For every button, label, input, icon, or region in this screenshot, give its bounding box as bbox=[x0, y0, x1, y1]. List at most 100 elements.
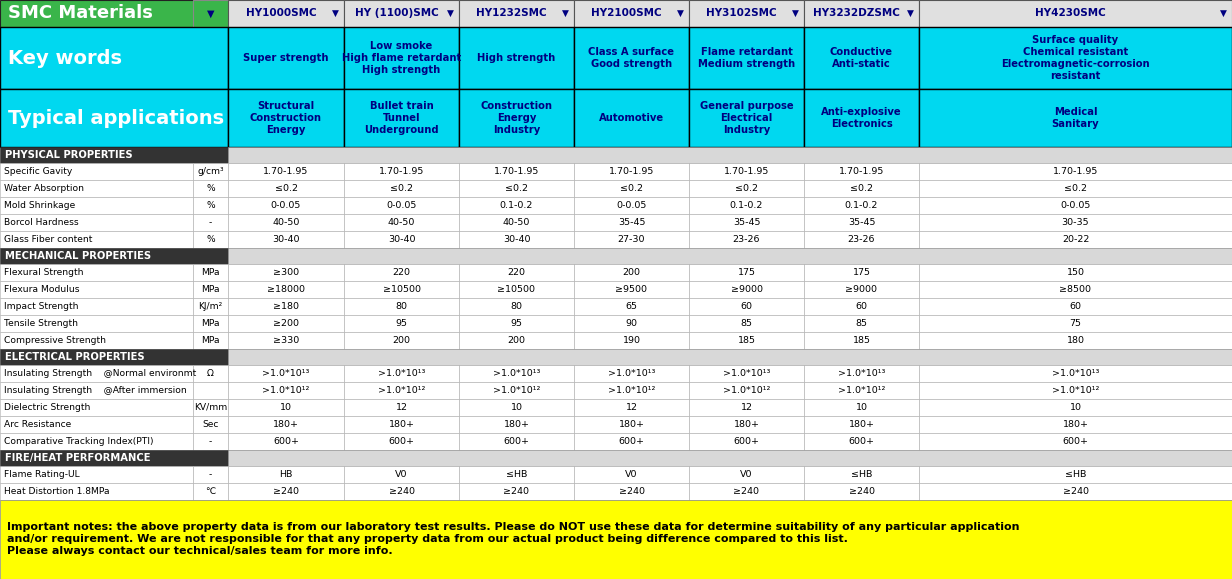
Bar bbox=[804, 399, 919, 416]
Text: 65: 65 bbox=[626, 302, 637, 311]
Bar bbox=[228, 281, 344, 298]
Bar bbox=[344, 466, 460, 483]
Bar bbox=[228, 264, 344, 281]
Text: Super strength: Super strength bbox=[243, 53, 329, 63]
Text: 75: 75 bbox=[1069, 319, 1082, 328]
Text: 1.70-1.95: 1.70-1.95 bbox=[494, 167, 540, 176]
Text: -: - bbox=[209, 437, 212, 446]
Text: Flame Rating-UL: Flame Rating-UL bbox=[4, 470, 80, 479]
Bar bbox=[574, 214, 689, 231]
Text: 10: 10 bbox=[1069, 403, 1082, 412]
Bar bbox=[689, 231, 804, 248]
Bar bbox=[804, 483, 919, 500]
Bar bbox=[228, 399, 344, 416]
Bar bbox=[193, 180, 228, 197]
Text: Low smoke
High flame retardant
High strength: Low smoke High flame retardant High stre… bbox=[341, 41, 461, 75]
Text: 0-0.05: 0-0.05 bbox=[271, 201, 301, 210]
Bar bbox=[919, 466, 1232, 483]
Bar bbox=[919, 264, 1232, 281]
Text: 90: 90 bbox=[626, 319, 637, 328]
Bar bbox=[228, 349, 1232, 365]
Text: >1.0*10¹³: >1.0*10¹³ bbox=[838, 369, 885, 378]
Bar bbox=[228, 332, 344, 349]
Bar bbox=[919, 365, 1232, 382]
Bar bbox=[919, 180, 1232, 197]
Bar bbox=[689, 281, 804, 298]
Bar bbox=[228, 248, 1232, 264]
Bar bbox=[228, 180, 344, 197]
Text: ≤0.2: ≤0.2 bbox=[391, 184, 413, 193]
Text: ≤HB: ≤HB bbox=[506, 470, 527, 479]
Text: Anti-explosive
Electronics: Anti-explosive Electronics bbox=[822, 107, 902, 129]
Text: Specific Gavity: Specific Gavity bbox=[4, 167, 73, 176]
Text: 1.70-1.95: 1.70-1.95 bbox=[724, 167, 769, 176]
Bar bbox=[804, 27, 919, 89]
Text: 40-50: 40-50 bbox=[272, 218, 299, 227]
Text: HY4230SMC: HY4230SMC bbox=[1035, 9, 1106, 19]
Bar bbox=[689, 365, 804, 382]
Bar bbox=[574, 466, 689, 483]
Text: HY (1100)SMC: HY (1100)SMC bbox=[355, 9, 439, 19]
Text: 12: 12 bbox=[626, 403, 637, 412]
Text: Class A surface
Good strength: Class A surface Good strength bbox=[589, 47, 674, 69]
Bar bbox=[228, 483, 344, 500]
Bar bbox=[0, 433, 193, 450]
Bar bbox=[460, 433, 574, 450]
Text: %: % bbox=[206, 235, 214, 244]
Text: 180+: 180+ bbox=[274, 420, 299, 429]
Bar bbox=[193, 416, 228, 433]
Text: 30-40: 30-40 bbox=[388, 235, 415, 244]
Bar bbox=[804, 416, 919, 433]
Bar bbox=[919, 433, 1232, 450]
Bar bbox=[689, 382, 804, 399]
Bar bbox=[0, 197, 193, 214]
Bar bbox=[574, 399, 689, 416]
Bar bbox=[0, 500, 1232, 579]
Bar bbox=[228, 298, 344, 315]
Bar bbox=[193, 214, 228, 231]
Bar bbox=[0, 231, 193, 248]
Text: Insulating Strength    @After immersion: Insulating Strength @After immersion bbox=[4, 386, 187, 395]
Text: 1.70-1.95: 1.70-1.95 bbox=[378, 167, 424, 176]
Text: Ω: Ω bbox=[207, 369, 214, 378]
Bar bbox=[460, 416, 574, 433]
Bar bbox=[0, 281, 193, 298]
Bar bbox=[689, 416, 804, 433]
Bar bbox=[804, 89, 919, 147]
Text: MECHANICAL PROPERTIES: MECHANICAL PROPERTIES bbox=[5, 251, 152, 261]
Text: 0.1-0.2: 0.1-0.2 bbox=[729, 201, 763, 210]
Bar bbox=[689, 27, 804, 89]
Bar bbox=[0, 450, 228, 466]
Bar bbox=[344, 298, 460, 315]
Bar bbox=[919, 332, 1232, 349]
Bar bbox=[0, 483, 193, 500]
Text: 1.70-1.95: 1.70-1.95 bbox=[839, 167, 885, 176]
Bar bbox=[804, 315, 919, 332]
Text: Comparative Tracking Index(PTI): Comparative Tracking Index(PTI) bbox=[4, 437, 154, 446]
Text: 0.1-0.2: 0.1-0.2 bbox=[845, 201, 878, 210]
Text: >1.0*10¹²: >1.0*10¹² bbox=[378, 386, 425, 395]
Bar bbox=[0, 382, 193, 399]
Text: 600+: 600+ bbox=[849, 437, 875, 446]
Bar bbox=[574, 264, 689, 281]
Bar bbox=[460, 399, 574, 416]
Text: ≤0.2: ≤0.2 bbox=[505, 184, 529, 193]
Text: >1.0*10¹³: >1.0*10¹³ bbox=[493, 369, 540, 378]
Bar bbox=[193, 0, 228, 27]
Bar bbox=[919, 483, 1232, 500]
Text: High strength: High strength bbox=[477, 53, 556, 63]
Bar bbox=[804, 365, 919, 382]
Text: Surface quality
Chemical resistant
Electromagnetic-corrosion
resistant: Surface quality Chemical resistant Elect… bbox=[1002, 35, 1149, 81]
Text: 95: 95 bbox=[510, 319, 522, 328]
Text: 60: 60 bbox=[740, 302, 753, 311]
Bar bbox=[228, 382, 344, 399]
Bar bbox=[344, 315, 460, 332]
Text: MPa: MPa bbox=[201, 336, 219, 345]
Text: 180+: 180+ bbox=[849, 420, 875, 429]
Bar bbox=[228, 163, 344, 180]
Bar bbox=[689, 163, 804, 180]
Text: 1.70-1.95: 1.70-1.95 bbox=[609, 167, 654, 176]
Bar bbox=[228, 89, 344, 147]
Bar bbox=[0, 466, 193, 483]
Text: Construction
Energy
Industry: Construction Energy Industry bbox=[480, 101, 552, 135]
